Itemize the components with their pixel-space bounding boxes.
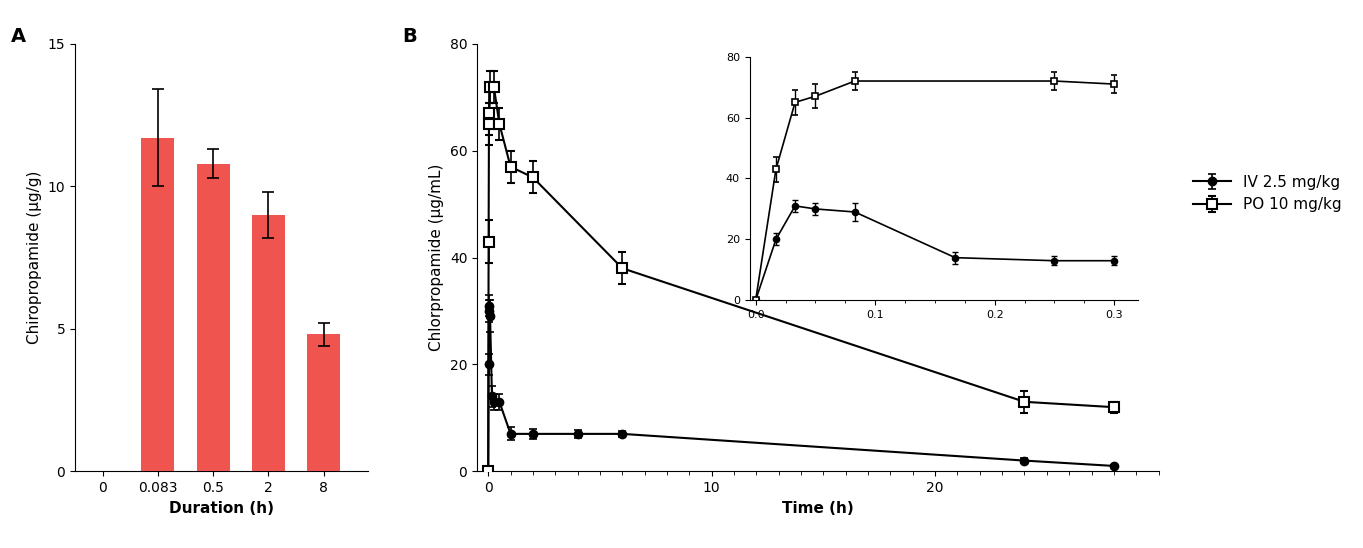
X-axis label: Duration (h): Duration (h) (169, 500, 274, 516)
Text: A: A (11, 27, 26, 45)
Y-axis label: Chiropropamide (µg/g): Chiropropamide (µg/g) (27, 171, 42, 344)
X-axis label: Time (h): Time (h) (782, 500, 853, 516)
Bar (252, 215, 285, 471)
Legend: IV 2.5 mg/kg, PO 10 mg/kg: IV 2.5 mg/kg, PO 10 mg/kg (1187, 169, 1348, 218)
Bar (307, 334, 341, 471)
Text: B: B (402, 27, 417, 45)
Bar (142, 138, 174, 471)
Y-axis label: Chlorpropamide (µg/mL): Chlorpropamide (µg/mL) (429, 164, 444, 351)
Bar (196, 163, 230, 471)
